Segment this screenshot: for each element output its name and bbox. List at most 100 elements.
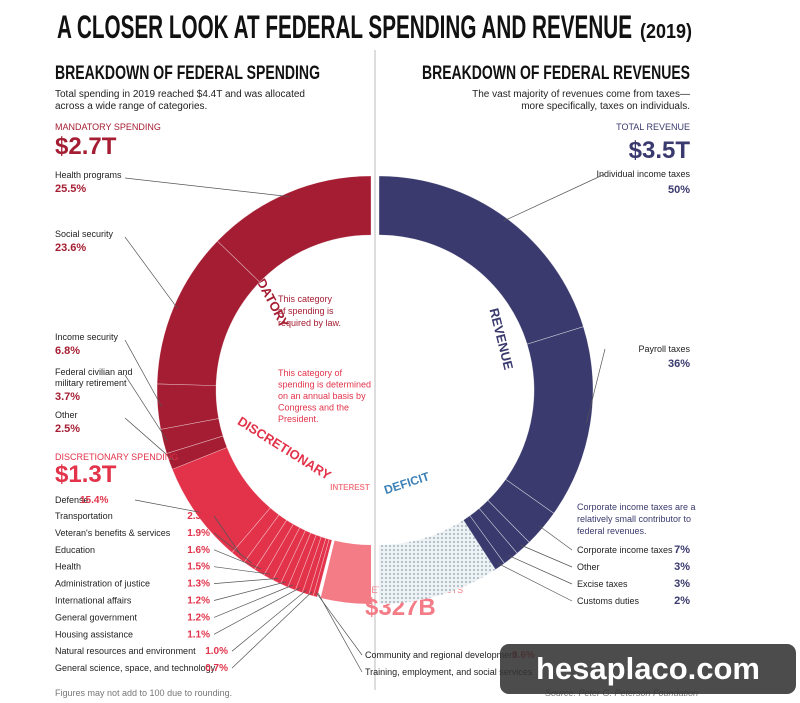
category-note: of spending is: [278, 306, 334, 316]
item-value: 3%: [674, 561, 690, 573]
category-note: This category of: [278, 368, 343, 378]
item-name: military retirement: [55, 378, 127, 388]
arc-label: INTEREST: [330, 483, 370, 492]
arc-segment: [320, 540, 371, 604]
category-note: This category: [278, 294, 333, 304]
item-value: 1.1%: [187, 629, 210, 640]
left-heading: BREAKDOWN OF FEDERAL SPENDING: [55, 63, 320, 84]
leader-line: [213, 581, 286, 601]
leader-line: [134, 499, 201, 513]
leader-line: [497, 562, 573, 602]
watermark-box: [500, 644, 796, 694]
leader-line: [213, 587, 301, 635]
item-name: Federal civilian and: [55, 367, 133, 377]
item-value: 50%: [668, 184, 690, 196]
item-value: 3.7%: [55, 391, 80, 403]
item-name: Defense: [55, 495, 89, 505]
item-value: 2%: [674, 595, 690, 607]
leader-line: [213, 566, 271, 575]
item-value: 6.8%: [55, 345, 80, 357]
arc-segment: [312, 538, 333, 598]
leader-line: [520, 544, 573, 568]
leader-line: [213, 584, 294, 618]
arc-label: DEFICIT: [382, 469, 431, 497]
right-heading: BREAKDOWN OF FEDERAL REVENUES: [422, 63, 690, 84]
watermark: hesaplaco.com: [536, 651, 760, 686]
group-total: $3.5T: [629, 137, 691, 164]
item-name: International affairs: [55, 596, 132, 606]
leader-line: [231, 589, 307, 652]
leader-line: [317, 593, 363, 673]
footnote: Figures may not add to 100 due to roundi…: [55, 688, 232, 698]
category-note: on an annual basis by: [278, 391, 366, 401]
leader-line: [213, 515, 241, 555]
item-value: 0.7%: [205, 663, 228, 674]
group-name: DISCRETIONARY SPENDING: [55, 452, 178, 462]
item-name: Education: [55, 545, 95, 555]
leader-line: [231, 591, 313, 669]
item-value: 2.3%: [187, 511, 210, 522]
item-name: Community and regional development: [365, 650, 517, 660]
item-value: 1.9%: [187, 528, 210, 539]
group-total: $2.7T: [55, 133, 117, 160]
item-value: 1.2%: [187, 612, 210, 623]
arc-label: REVENUE: [486, 307, 516, 372]
item-name: Social security: [55, 229, 114, 239]
leader-line: [508, 555, 573, 585]
item-name: Excise taxes: [577, 579, 628, 589]
right-description: more specifically, taxes on individuals.: [521, 101, 690, 112]
leader-line: [124, 374, 168, 441]
item-value: 25.5%: [55, 183, 86, 195]
category-note: relatively small contributor to: [577, 514, 691, 524]
right-description: The vast majority of revenues come from …: [472, 89, 690, 100]
item-name: Individual income taxes: [596, 169, 690, 179]
leader-line: [503, 173, 606, 222]
item-value: 1.0%: [205, 646, 228, 657]
item-name: Administration of justice: [55, 579, 150, 589]
deficit-area: [379, 520, 496, 604]
item-name: Health: [55, 562, 81, 572]
leader-line: [124, 177, 290, 197]
item-value: 15.4%: [80, 495, 108, 506]
item-value: 1.3%: [187, 579, 210, 590]
group-name: MANDATORY SPENDING: [55, 122, 161, 132]
item-name: General science, space, and technology: [55, 663, 216, 673]
leader-line: [213, 549, 262, 570]
item-name: Income security: [55, 332, 119, 342]
item-name: Corporate income taxes: [577, 545, 673, 555]
title: A CLOSER LOOK AT FEDERAL SPENDING AND RE…: [57, 9, 632, 45]
item-value: 7%: [674, 544, 690, 556]
category-note: spending is determined: [278, 380, 371, 390]
item-name: Transportation: [55, 511, 113, 521]
arc-segment: [505, 326, 594, 514]
category-note: federal revenues.: [577, 526, 647, 536]
item-value: 1.2%: [187, 596, 210, 607]
category-note: Congress and the: [278, 403, 349, 413]
item-name: Other: [577, 562, 600, 572]
item-value: 2.5%: [55, 423, 80, 435]
item-name: Other: [55, 410, 78, 420]
left-description: across a wide range of categories.: [55, 101, 207, 112]
item-name: Health programs: [55, 170, 122, 180]
item-value: 36%: [668, 358, 690, 370]
item-name: General government: [55, 612, 138, 622]
item-name: Customs duties: [577, 596, 640, 606]
item-value: 1.5%: [187, 562, 210, 573]
leader-line: [213, 578, 279, 584]
item-name: Payroll taxes: [638, 344, 690, 354]
item-name: Natural resources and environment: [55, 646, 196, 656]
arc-segment: [378, 175, 584, 345]
category-note: President.: [278, 414, 319, 424]
leader-line: [124, 417, 174, 461]
title-year: (2019): [640, 21, 692, 43]
item-value: 1.6%: [187, 545, 210, 556]
item-name: Veteran's benefits & services: [55, 528, 171, 538]
group-total: $1.3T: [55, 461, 117, 488]
item-name: Training, employment, and social service…: [365, 667, 533, 677]
category-note: Corporate income taxes are a: [577, 502, 696, 512]
category-note: required by law.: [278, 318, 341, 328]
leader-line: [538, 525, 573, 551]
leader-line: [124, 236, 178, 309]
leader-line: [124, 339, 162, 407]
